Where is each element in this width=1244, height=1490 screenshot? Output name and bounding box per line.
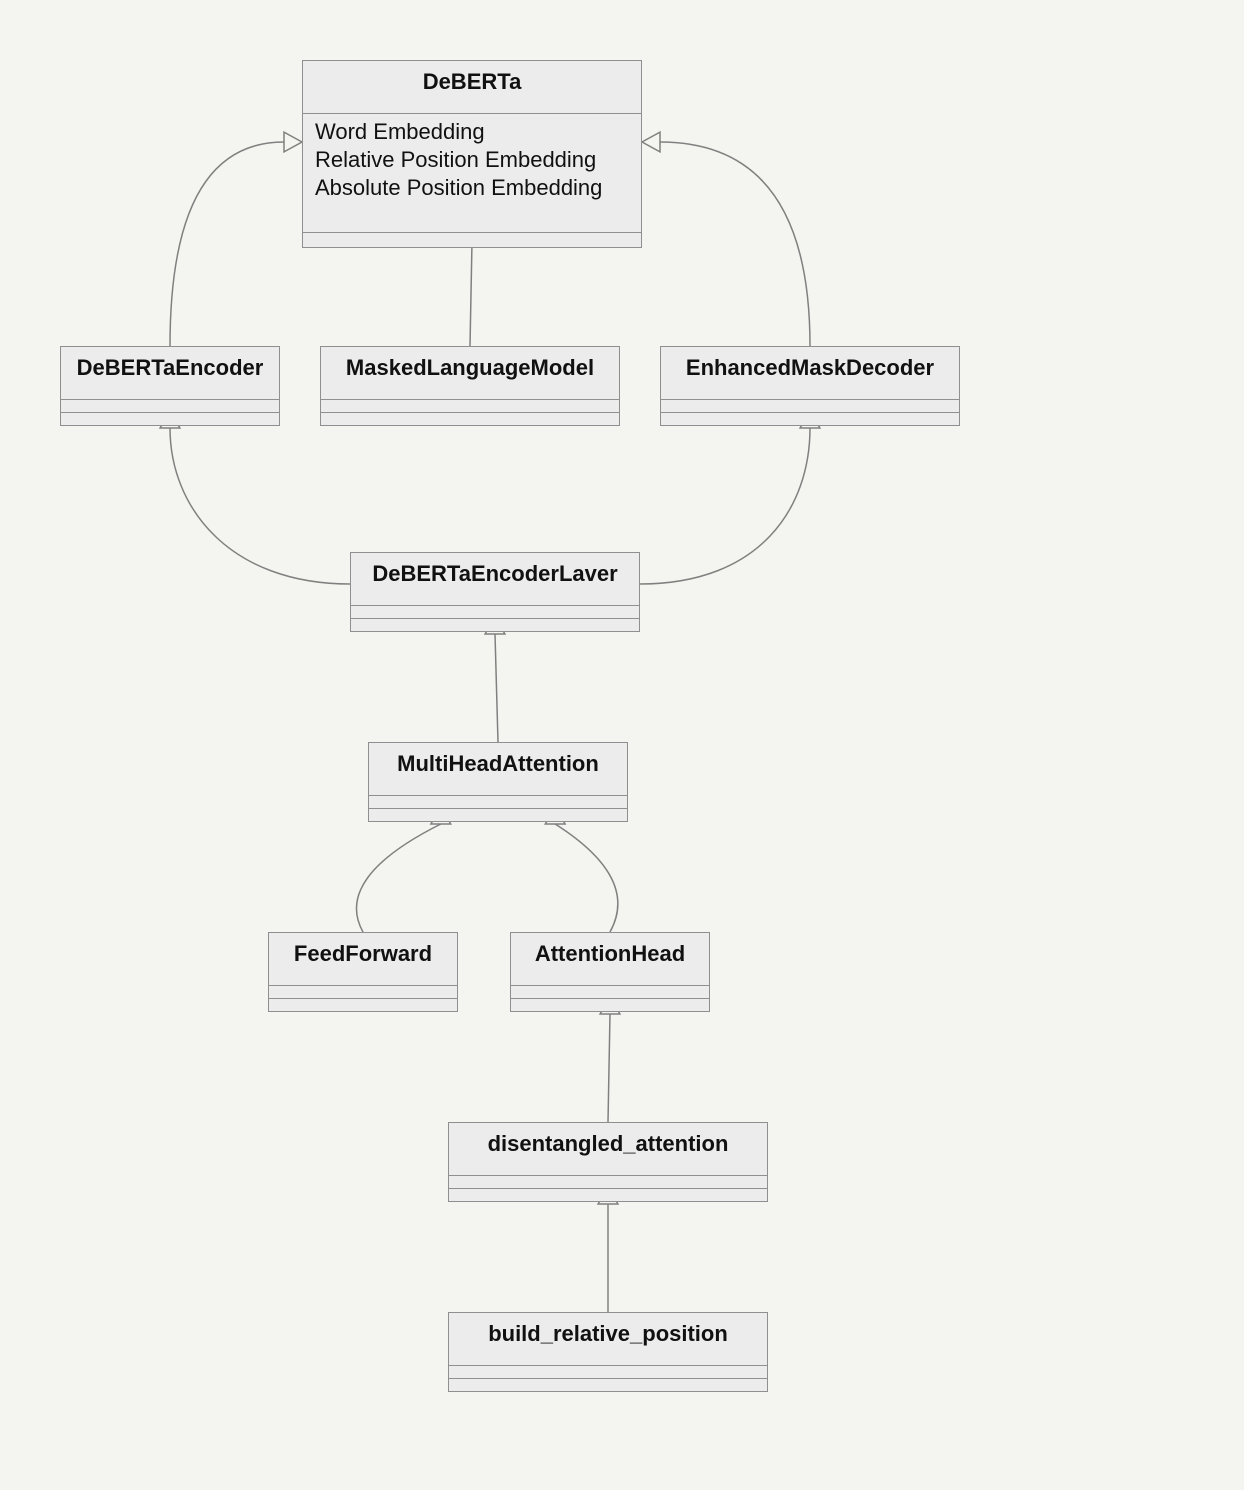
class-box-layer: DeBERTaEncoderLaver	[350, 552, 640, 632]
class-title: disentangled_attention	[449, 1123, 767, 1176]
class-attrs	[511, 986, 709, 999]
class-methods	[369, 809, 627, 821]
class-box-encoder: DeBERTaEncoder	[60, 346, 280, 426]
class-title: DeBERTa	[303, 61, 641, 114]
class-methods	[511, 999, 709, 1011]
class-attr: Relative Position Embedding	[315, 146, 629, 174]
inheritance-edge	[170, 428, 350, 584]
class-box-deberta: DeBERTaWord EmbeddingRelative Position E…	[302, 60, 642, 248]
class-box-da: disentangled_attention	[448, 1122, 768, 1202]
inheritance-edge	[555, 824, 618, 932]
class-box-ah: AttentionHead	[510, 932, 710, 1012]
class-attr: Word Embedding	[315, 118, 629, 146]
class-title: EnhancedMaskDecoder	[661, 347, 959, 400]
class-attrs	[369, 796, 627, 809]
class-title: MaskedLanguageModel	[321, 347, 619, 400]
inheritance-edge	[495, 634, 498, 742]
class-title: build_relative_position	[449, 1313, 767, 1366]
inheritance-edge	[470, 242, 472, 346]
class-attrs: Word EmbeddingRelative Position Embeddin…	[303, 114, 641, 233]
inheritance-edge	[356, 824, 440, 932]
class-attrs	[661, 400, 959, 413]
class-attrs	[321, 400, 619, 413]
class-methods	[661, 413, 959, 425]
inheritance-edge	[608, 1014, 610, 1122]
class-box-brp: build_relative_position	[448, 1312, 768, 1392]
class-title: MultiHeadAttention	[369, 743, 627, 796]
inheritance-arrowhead	[642, 132, 660, 152]
class-title: DeBERTaEncoder	[61, 347, 279, 400]
inheritance-edge	[640, 428, 810, 584]
class-methods	[269, 999, 457, 1011]
inheritance-edge	[170, 142, 284, 346]
class-methods	[303, 233, 641, 247]
inheritance-edge	[660, 142, 810, 346]
diagram-canvas: DeBERTaWord EmbeddingRelative Position E…	[0, 0, 1244, 1490]
class-methods	[449, 1189, 767, 1201]
class-methods	[61, 413, 279, 425]
class-attrs	[61, 400, 279, 413]
class-box-emd: EnhancedMaskDecoder	[660, 346, 960, 426]
class-attrs	[351, 606, 639, 619]
class-methods	[351, 619, 639, 631]
inheritance-arrowhead	[284, 132, 302, 152]
class-methods	[321, 413, 619, 425]
class-title: FeedForward	[269, 933, 457, 986]
class-box-ff: FeedForward	[268, 932, 458, 1012]
class-box-mlm: MaskedLanguageModel	[320, 346, 620, 426]
class-attrs	[449, 1366, 767, 1379]
class-title: AttentionHead	[511, 933, 709, 986]
class-attrs	[269, 986, 457, 999]
class-title: DeBERTaEncoderLaver	[351, 553, 639, 606]
class-attr: Absolute Position Embedding	[315, 174, 629, 202]
class-box-mha: MultiHeadAttention	[368, 742, 628, 822]
class-methods	[449, 1379, 767, 1391]
class-attrs	[449, 1176, 767, 1189]
